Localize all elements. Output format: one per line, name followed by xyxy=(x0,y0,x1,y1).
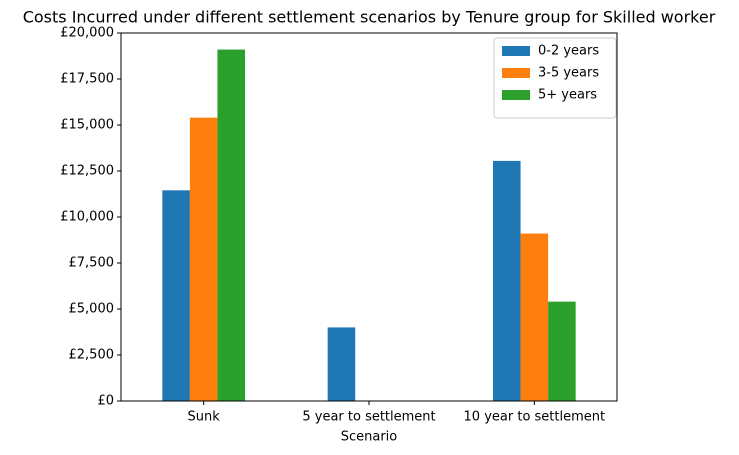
y-tick-label: £10,000 xyxy=(60,210,114,225)
y-tick-label: £17,500 xyxy=(60,72,114,87)
legend-swatch xyxy=(502,46,530,56)
legend-label: 3-5 years xyxy=(538,66,599,81)
y-tick-label: £15,000 xyxy=(60,118,114,133)
bar xyxy=(189,117,218,401)
plot-area xyxy=(162,49,576,402)
y-tick-label: £0 xyxy=(97,394,114,409)
x-tick-label: 5 year to settlement xyxy=(302,410,435,425)
y-tick-label: £5,000 xyxy=(69,302,115,317)
x-axis-label: Scenario xyxy=(341,430,398,445)
bar xyxy=(327,327,356,401)
x-tick-label: Sunk xyxy=(188,410,221,425)
y-tick-label: £12,500 xyxy=(60,164,114,179)
y-tick-label: £2,500 xyxy=(69,348,115,363)
y-tick-label: £20,000 xyxy=(60,26,114,41)
chart-title: Costs Incurred under different settlemen… xyxy=(23,8,716,27)
y-tick-label: £7,500 xyxy=(69,256,115,271)
bar xyxy=(548,301,576,401)
bar xyxy=(520,233,549,401)
legend-swatch xyxy=(502,68,530,78)
legend-label: 5+ years xyxy=(538,88,597,103)
legend-swatch xyxy=(502,90,530,100)
bar xyxy=(217,49,245,402)
bar xyxy=(162,190,190,401)
x-tick-label: 10 year to settlement xyxy=(464,410,606,425)
bar xyxy=(493,160,521,401)
legend-label: 0-2 years xyxy=(538,44,599,59)
